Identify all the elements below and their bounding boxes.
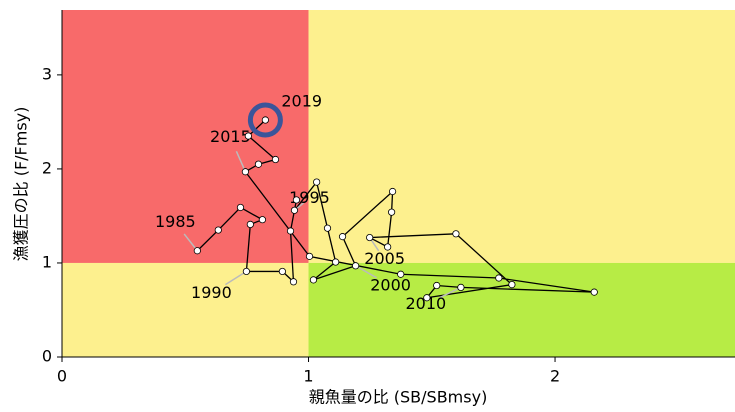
point bbox=[242, 267, 250, 276]
point bbox=[495, 274, 503, 282]
point bbox=[286, 227, 295, 235]
label-leader bbox=[224, 270, 247, 286]
point bbox=[246, 220, 254, 229]
point bbox=[236, 203, 245, 212]
point bbox=[387, 208, 396, 216]
point bbox=[241, 168, 250, 176]
point bbox=[338, 233, 347, 241]
point bbox=[292, 196, 301, 204]
point-label: 2010 bbox=[406, 294, 447, 313]
point bbox=[289, 278, 298, 286]
point bbox=[590, 288, 598, 296]
point bbox=[313, 178, 321, 186]
point bbox=[271, 155, 280, 164]
point bbox=[352, 262, 360, 270]
point bbox=[193, 247, 201, 255]
y-tick-label: 0 bbox=[42, 347, 52, 366]
point bbox=[384, 243, 392, 251]
point bbox=[433, 281, 441, 290]
point-label: 1985 bbox=[155, 212, 196, 231]
x-tick-label: 0 bbox=[57, 367, 67, 386]
y-axis-label: 漁獲圧の比 (F/Fmsy) bbox=[12, 107, 31, 262]
zone-green bbox=[308, 262, 735, 357]
highlight-ring bbox=[247, 102, 283, 138]
point-label: 2019 bbox=[281, 92, 322, 111]
point-label: 2005 bbox=[364, 249, 405, 268]
x-tick-label: 1 bbox=[303, 367, 313, 386]
y-tick-label: 3 bbox=[42, 64, 52, 83]
y-tick-label: 1 bbox=[42, 252, 52, 271]
label-leader bbox=[439, 286, 462, 299]
point bbox=[366, 233, 374, 242]
point bbox=[332, 258, 340, 266]
point-label: 2000 bbox=[370, 275, 411, 294]
point bbox=[309, 276, 318, 284]
point bbox=[278, 267, 286, 276]
point bbox=[388, 187, 397, 196]
point bbox=[261, 116, 269, 124]
point bbox=[323, 224, 332, 232]
point bbox=[214, 226, 222, 234]
point bbox=[254, 160, 263, 168]
point bbox=[423, 294, 431, 302]
label-leader bbox=[355, 265, 377, 279]
point bbox=[452, 230, 460, 238]
label-leader bbox=[235, 151, 247, 173]
point bbox=[305, 252, 314, 260]
point bbox=[397, 270, 405, 278]
point-label: 2015 bbox=[210, 127, 251, 146]
zone-yellow bbox=[308, 10, 735, 263]
point bbox=[290, 206, 299, 214]
x-tick-label: 2 bbox=[550, 367, 560, 386]
point-label: 1990 bbox=[191, 283, 232, 302]
point bbox=[244, 132, 252, 140]
zone-yellow bbox=[62, 262, 309, 357]
point bbox=[258, 216, 267, 224]
point bbox=[508, 280, 516, 289]
x-axis-label: 親魚量の比 (SB/SBmsy) bbox=[309, 388, 488, 407]
point bbox=[457, 283, 465, 292]
y-tick-label: 2 bbox=[42, 158, 52, 177]
